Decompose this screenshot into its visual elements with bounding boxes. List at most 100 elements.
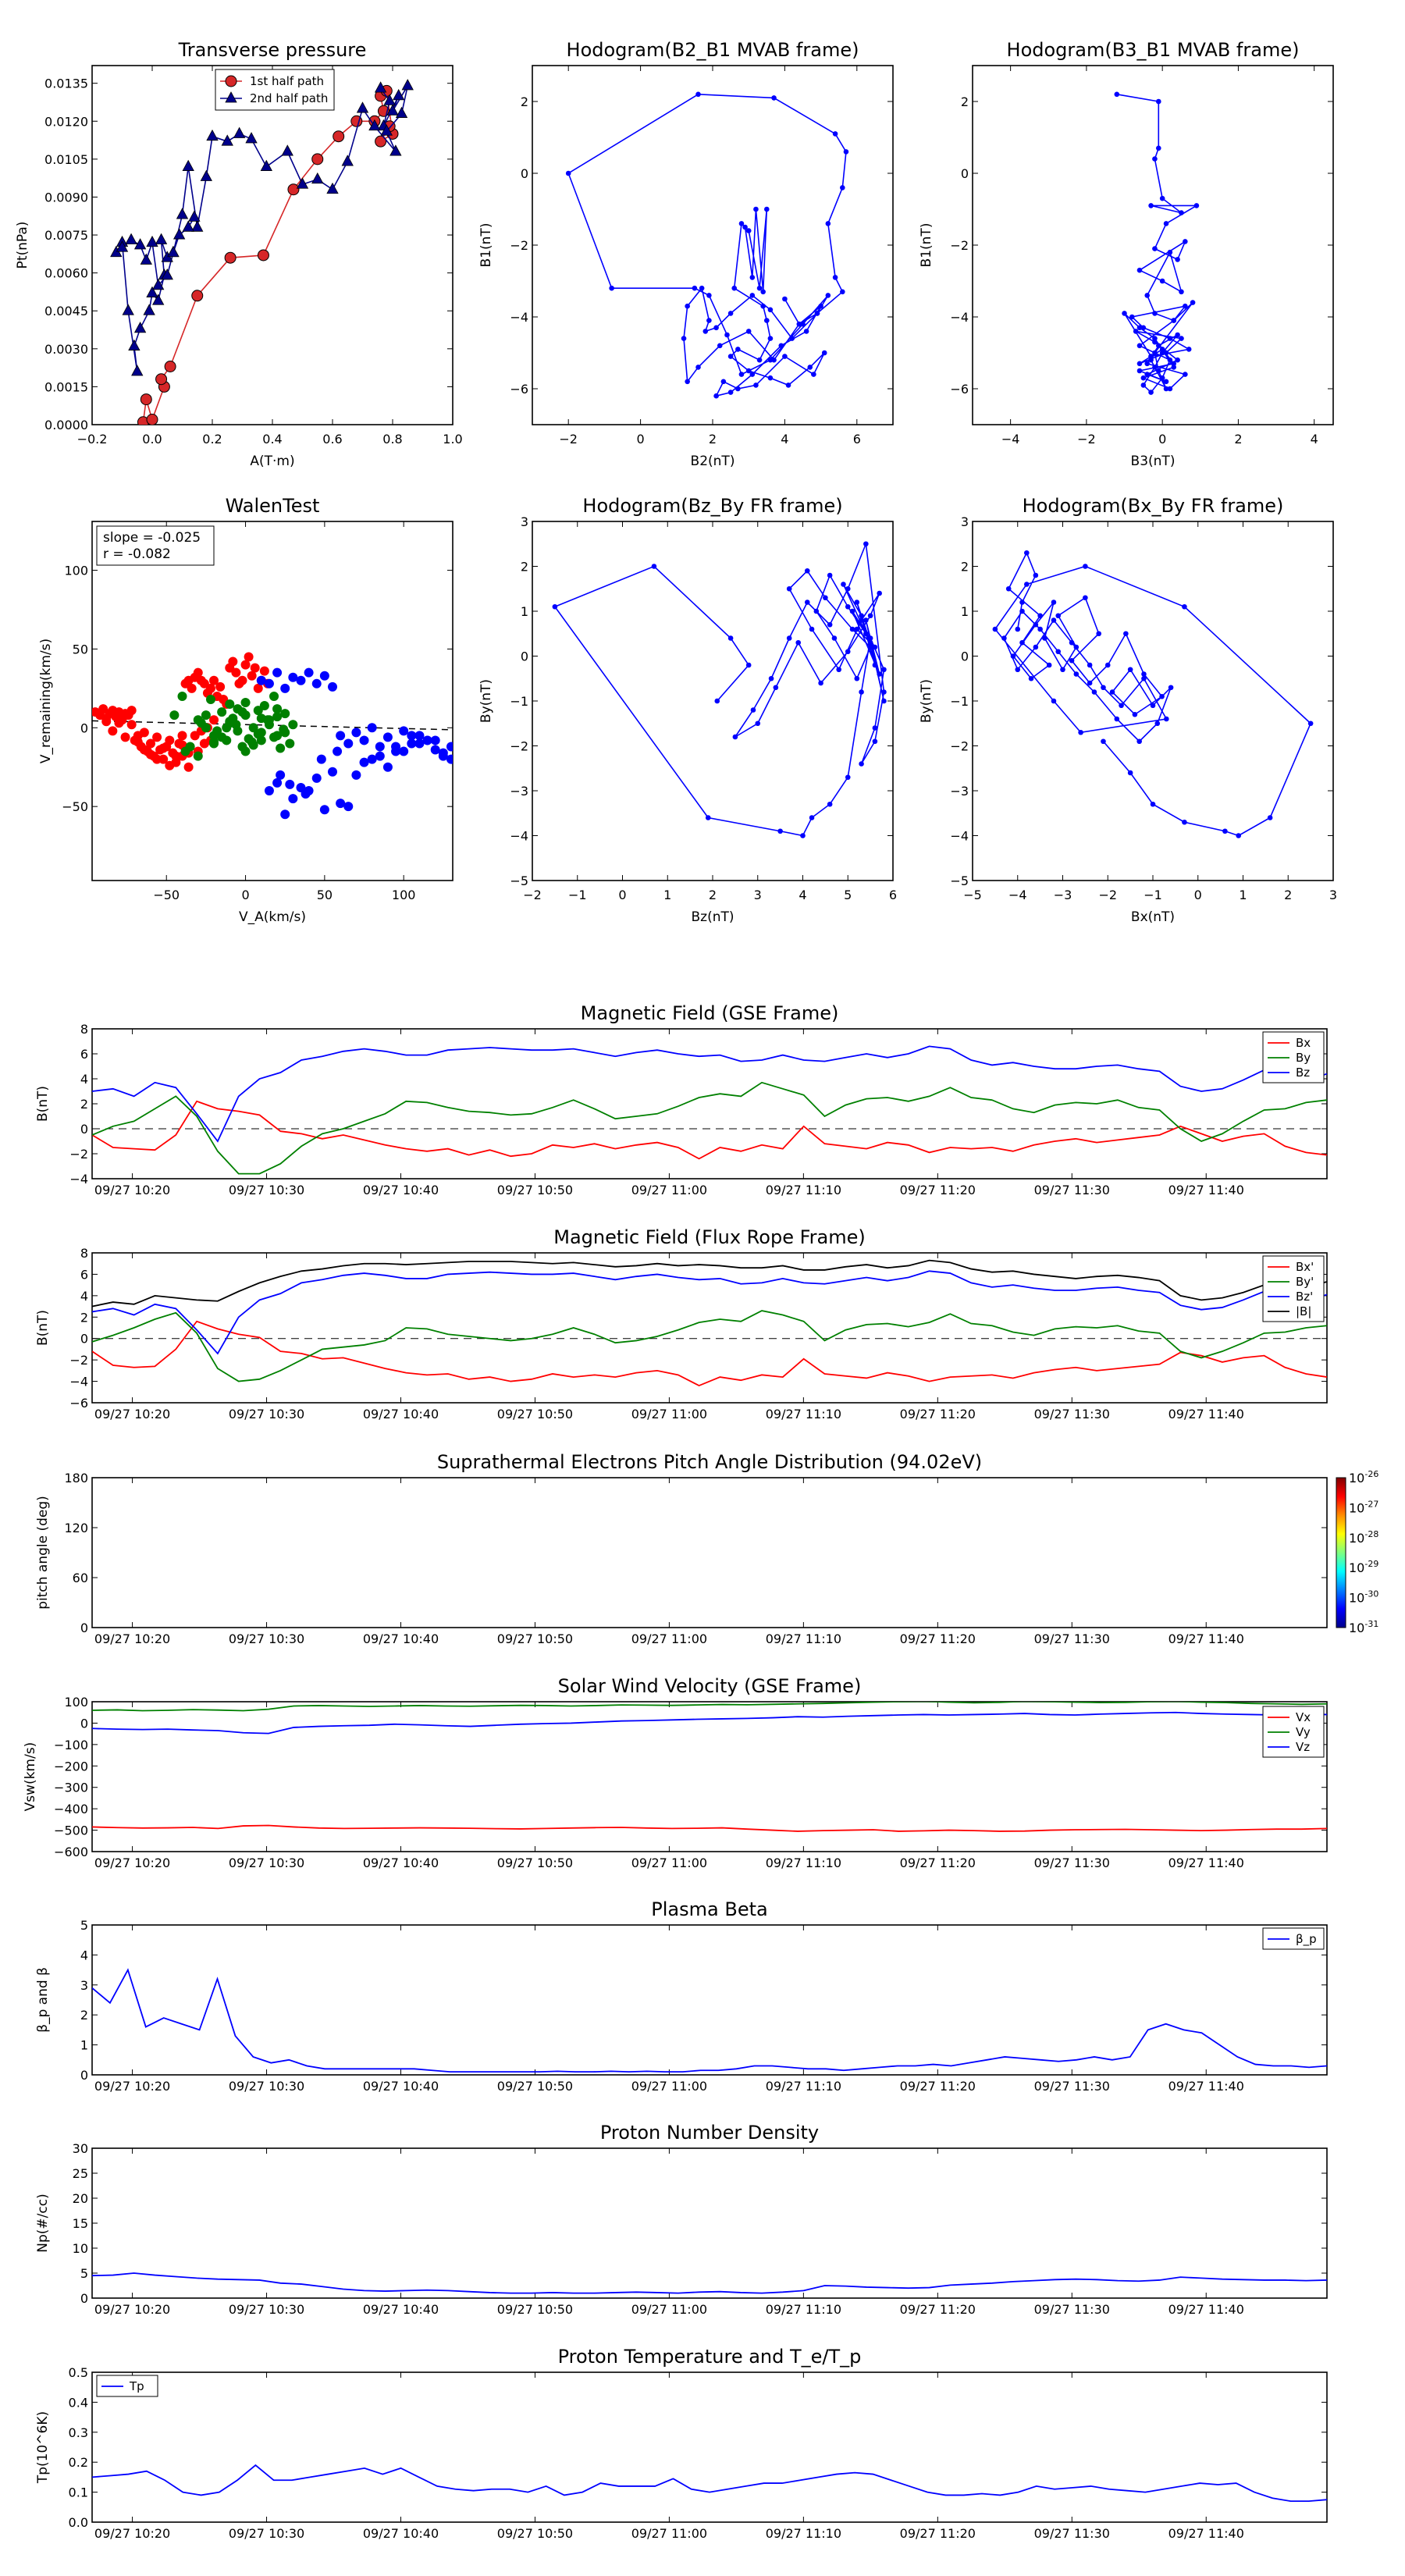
x-tick-label: 2 <box>709 432 717 447</box>
y-tick-label: 8 <box>80 1246 88 1261</box>
series-Bx <box>92 1100 1327 1160</box>
data-point <box>877 590 882 596</box>
series-bzby <box>552 541 887 838</box>
x-tick-label: 09/27 11:30 <box>1034 1856 1110 1870</box>
series-walen <box>256 667 453 820</box>
x-tick-label: 6 <box>889 888 897 902</box>
legend-label: |B| <box>1296 1304 1311 1318</box>
data-point <box>768 675 774 681</box>
y-tick-label: 0.0105 <box>44 152 88 167</box>
data-point <box>881 667 887 673</box>
y-tick-label: 0.4 <box>69 2395 88 2410</box>
data-point <box>401 79 414 91</box>
data-point <box>328 681 337 692</box>
data-point <box>391 742 401 752</box>
y-tick-label: 100 <box>64 1695 88 1710</box>
data-point <box>382 762 393 772</box>
data-point <box>1150 703 1156 709</box>
data-point <box>260 159 272 171</box>
data-point <box>180 746 190 756</box>
y-tick-label: 0.1 <box>69 2485 88 2500</box>
series-h12 <box>565 91 849 399</box>
data-point <box>731 285 738 291</box>
data-point <box>152 278 165 290</box>
data-point <box>753 206 759 212</box>
data-point <box>326 182 339 194</box>
data-point <box>1140 325 1147 331</box>
data-point <box>367 723 377 733</box>
y-tick-label: 30 <box>73 2141 88 2156</box>
x-tick-label: 09/27 10:50 <box>497 1631 573 1646</box>
data-point <box>1132 711 1138 717</box>
data-point <box>685 303 690 309</box>
x-tick-label: 09/27 10:40 <box>363 1856 439 1870</box>
panel-h31: Hodogram(B3_B1 MVAB frame) −4 −2 0 2 4 −6 −4 −2 0… <box>919 39 1334 469</box>
x-tick-label: 09/27 10:20 <box>94 2302 170 2317</box>
data-point <box>382 732 393 742</box>
data-point <box>782 354 788 359</box>
data-point <box>1186 347 1192 352</box>
data-point <box>609 285 614 291</box>
data-point <box>804 600 810 605</box>
data-point <box>1152 246 1158 251</box>
y-tick-label: 0.5 <box>69 2365 88 2380</box>
y-axis-label: B1(nT) <box>478 223 494 268</box>
plot-area <box>92 652 453 820</box>
data-point <box>122 304 134 315</box>
data-point <box>845 649 851 655</box>
data-point <box>359 757 369 767</box>
y-tick-label: −4 <box>510 829 528 844</box>
x-tick-label: 09/27 10:20 <box>94 1856 170 1870</box>
x-tick-label: 09/27 11:00 <box>631 1183 707 1197</box>
x-tick-label: −4 <box>1008 888 1027 902</box>
x-tick-label: 09/27 11:30 <box>1034 2079 1110 2094</box>
data-point <box>807 365 813 370</box>
x-tick-label: 09/27 11:40 <box>1168 1856 1244 1870</box>
data-point <box>756 285 763 291</box>
data-point <box>374 81 387 93</box>
data-point <box>1001 635 1007 641</box>
plot-frame <box>91 521 454 881</box>
colorbar-exponent: -28 <box>1364 1529 1378 1539</box>
data-point <box>745 368 752 374</box>
series-β_p <box>92 1968 1327 2073</box>
data-point <box>285 779 295 789</box>
data-point <box>1152 156 1158 162</box>
data-point <box>695 91 701 98</box>
data-point <box>735 347 741 352</box>
data-point <box>764 318 770 323</box>
data-point <box>755 720 761 727</box>
data-point <box>1144 293 1151 298</box>
x-tick-label: 09/27 10:20 <box>94 1183 170 1197</box>
chart-title: Solar Wind Velocity (GSE Frame) <box>558 1675 862 1697</box>
data-point <box>359 735 369 745</box>
plot-area <box>552 541 887 838</box>
colorbar-label: 10-28 <box>1349 1529 1378 1546</box>
data-point <box>1159 195 1165 201</box>
data-point <box>756 357 763 363</box>
data-point <box>565 170 571 176</box>
data-point <box>767 357 774 363</box>
series-By' <box>92 1310 1327 1382</box>
data-point <box>1087 680 1093 686</box>
data-point <box>1114 716 1120 722</box>
y-tick-label: 0.0120 <box>44 114 88 129</box>
data-point <box>713 393 719 399</box>
y-tick-label: 0 <box>80 2068 88 2083</box>
colorbar-label: 10-29 <box>1349 1559 1378 1575</box>
data-point <box>133 737 143 747</box>
data-point <box>1101 685 1106 691</box>
data-point <box>231 720 241 730</box>
data-point <box>692 285 698 291</box>
y-tick-label: 2 <box>961 94 969 109</box>
data-point <box>217 732 227 742</box>
data-point <box>375 742 385 752</box>
x-tick-label: −2 <box>523 888 542 902</box>
data-point <box>845 603 851 610</box>
data-point <box>126 706 137 716</box>
x-tick-label: 09/27 10:40 <box>363 2526 439 2541</box>
plot-area <box>92 1968 1327 2073</box>
data-point <box>215 681 226 692</box>
data-point <box>832 131 838 137</box>
data-point <box>753 382 759 388</box>
